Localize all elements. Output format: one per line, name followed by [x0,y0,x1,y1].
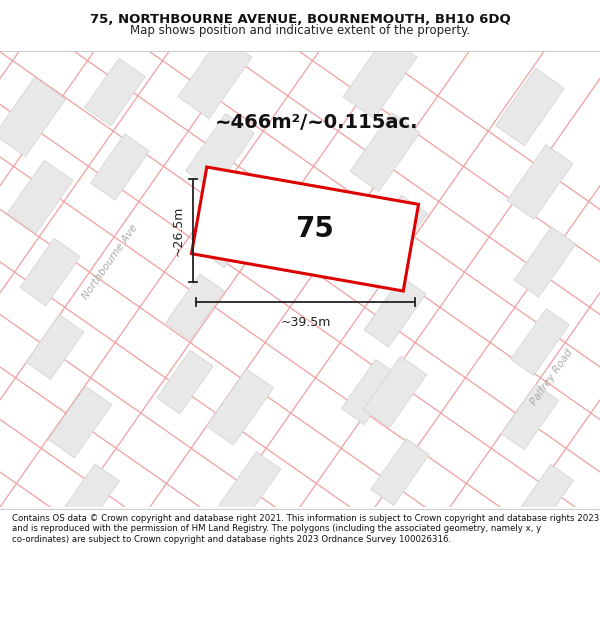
Polygon shape [7,161,73,234]
Text: Map shows position and indicative extent of the property.: Map shows position and indicative extent… [130,24,470,38]
Text: Palfrey Road: Palfrey Road [529,348,575,407]
Polygon shape [185,113,254,191]
Polygon shape [178,36,252,119]
Polygon shape [0,78,65,157]
Polygon shape [20,238,80,306]
Polygon shape [191,167,419,291]
Polygon shape [61,464,119,530]
Polygon shape [26,314,84,379]
Polygon shape [350,112,420,191]
Text: Northbourne Ave: Northbourne Ave [80,222,140,301]
Polygon shape [364,277,426,348]
Polygon shape [343,36,417,119]
Polygon shape [198,196,262,268]
Text: ~39.5m: ~39.5m [280,316,331,329]
Polygon shape [507,144,573,219]
Text: 75: 75 [296,215,334,243]
Polygon shape [371,439,429,506]
Text: ~26.5m: ~26.5m [172,205,185,256]
Polygon shape [219,452,281,522]
Polygon shape [91,134,149,200]
Polygon shape [48,386,112,458]
Polygon shape [206,369,274,445]
Polygon shape [514,227,576,298]
Polygon shape [517,464,574,529]
Polygon shape [511,309,569,376]
Polygon shape [85,58,145,126]
Polygon shape [496,68,565,146]
Text: 75, NORTHBOURNE AVENUE, BOURNEMOUTH, BH10 6DQ: 75, NORTHBOURNE AVENUE, BOURNEMOUTH, BH1… [89,13,511,26]
Polygon shape [502,384,559,449]
Polygon shape [157,350,213,414]
Text: ~466m²/~0.115ac.: ~466m²/~0.115ac. [215,112,419,131]
Text: Contains OS data © Crown copyright and database right 2021. This information is : Contains OS data © Crown copyright and d… [12,514,599,544]
Polygon shape [341,359,398,424]
Polygon shape [362,195,428,269]
Polygon shape [363,356,427,428]
Polygon shape [166,274,224,340]
